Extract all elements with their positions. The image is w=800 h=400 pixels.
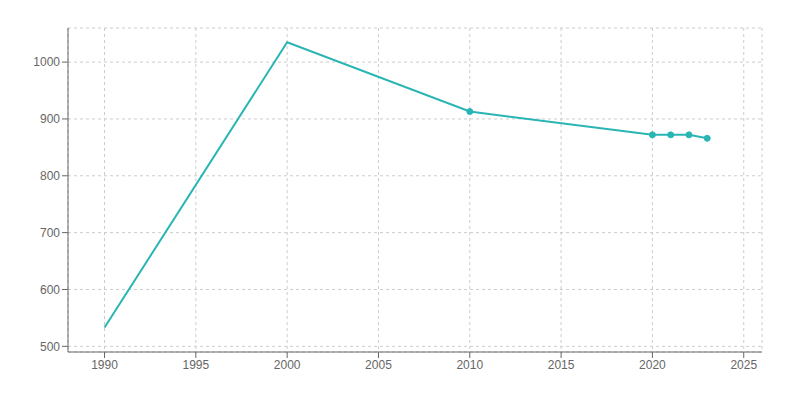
svg-text:800: 800	[40, 169, 60, 183]
svg-text:900: 900	[40, 112, 60, 126]
svg-text:2010: 2010	[456, 358, 483, 372]
svg-text:1000: 1000	[33, 55, 60, 69]
svg-text:700: 700	[40, 226, 60, 240]
svg-text:2025: 2025	[730, 358, 757, 372]
svg-text:1990: 1990	[91, 358, 118, 372]
svg-text:2015: 2015	[548, 358, 575, 372]
svg-text:1995: 1995	[182, 358, 209, 372]
svg-text:500: 500	[40, 340, 60, 354]
svg-text:600: 600	[40, 283, 60, 297]
svg-text:2020: 2020	[639, 358, 666, 372]
svg-text:2000: 2000	[274, 358, 301, 372]
svg-text:2005: 2005	[365, 358, 392, 372]
